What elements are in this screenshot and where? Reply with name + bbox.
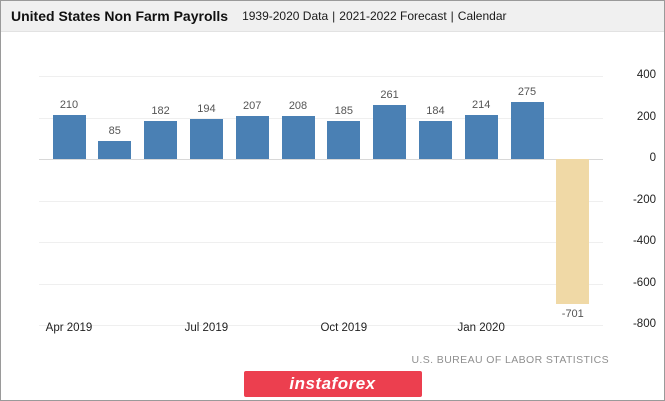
header-separator: | bbox=[332, 9, 336, 23]
bar-value-label: -701 bbox=[561, 308, 584, 320]
bar-value-label: 214 bbox=[472, 99, 491, 111]
bar-jun-2019[interactable] bbox=[144, 121, 178, 159]
gridline bbox=[39, 76, 603, 77]
chart-header: United States Non Farm Payrolls 1939-202… bbox=[1, 1, 664, 32]
bar-nov-2019[interactable] bbox=[373, 105, 407, 159]
link-forecast[interactable]: 2021-2022 Forecast bbox=[339, 9, 447, 23]
plot-area: U.S. BUREAU OF LABOR STATISTICS instafor… bbox=[1, 32, 664, 399]
y-tick-label: 200 bbox=[636, 110, 656, 123]
bar-value-label: 208 bbox=[288, 100, 308, 112]
bar-sep-2019[interactable] bbox=[281, 116, 315, 159]
x-tick-label: Jan 2020 bbox=[457, 322, 505, 334]
link-calendar[interactable]: Calendar bbox=[457, 9, 507, 23]
gridline bbox=[39, 325, 603, 326]
chart-title: United States Non Farm Payrolls bbox=[11, 8, 229, 24]
link-historical-data[interactable]: 1939-2020 Data bbox=[242, 9, 329, 23]
y-tick-label: 400 bbox=[636, 69, 656, 81]
bar-may-2019[interactable] bbox=[98, 141, 132, 159]
bar-oct-2019[interactable] bbox=[327, 121, 361, 159]
bar-value-label: 275 bbox=[517, 86, 537, 98]
bar-jul-2019[interactable] bbox=[189, 119, 223, 159]
x-tick-label: Apr 2019 bbox=[45, 322, 93, 334]
bar-value-label: 194 bbox=[197, 103, 216, 115]
bar-value-label: 184 bbox=[426, 105, 445, 117]
y-tick-label: -400 bbox=[632, 235, 656, 247]
x-tick-label: Oct 2019 bbox=[320, 322, 368, 334]
y-tick-label: -800 bbox=[632, 318, 656, 330]
bar-apr-2019[interactable] bbox=[52, 115, 86, 159]
bar-aug-2019[interactable] bbox=[235, 116, 269, 159]
bar-value-label: 185 bbox=[334, 105, 353, 117]
bar-jan-2020[interactable] bbox=[464, 115, 498, 159]
header-separator: | bbox=[450, 9, 454, 23]
bar-dec-2019[interactable] bbox=[418, 121, 452, 159]
watermark-banner: instaforex bbox=[243, 371, 422, 397]
y-tick-label: -600 bbox=[632, 276, 656, 289]
bar-feb-2020[interactable] bbox=[510, 102, 544, 159]
gridline bbox=[39, 283, 603, 285]
source-label: U.S. BUREAU OF LABOR STATISTICS bbox=[411, 354, 609, 366]
y-tick-label: -200 bbox=[632, 193, 656, 206]
bar-value-label: 261 bbox=[380, 89, 399, 101]
bar-value-label: 182 bbox=[151, 105, 170, 117]
bar-mar-2020[interactable] bbox=[556, 159, 590, 304]
bar-value-label: 207 bbox=[243, 100, 262, 112]
x-tick-label: Jul 2019 bbox=[184, 322, 229, 334]
bar-value-label: 85 bbox=[108, 125, 121, 137]
gridline bbox=[39, 200, 603, 202]
bar-value-label: 210 bbox=[59, 99, 79, 111]
gridline bbox=[39, 159, 603, 160]
gridline bbox=[39, 242, 603, 243]
watermark-logo-text: instaforex bbox=[289, 374, 376, 393]
y-tick-label: 0 bbox=[649, 152, 656, 164]
gridline bbox=[39, 117, 603, 119]
